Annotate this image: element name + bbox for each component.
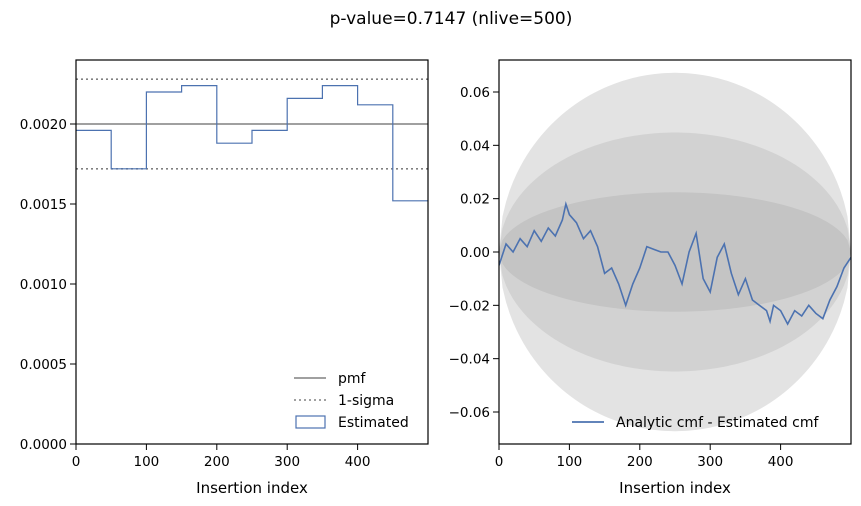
- right-x-tick-label: 300: [697, 454, 723, 470]
- left-y-tick-label: 0.0015: [20, 197, 67, 213]
- sigma-band-1: [499, 192, 851, 312]
- right-y-tick-label: 0.06: [460, 85, 490, 101]
- legend-sigma-label: 1-sigma: [338, 393, 394, 409]
- right-y-tick-label: −0.06: [449, 405, 490, 421]
- left-x-tick-label: 0: [72, 454, 81, 470]
- left-y-tick-label: 0.0020: [20, 117, 67, 133]
- legend-cmf-diff-label: Analytic cmf - Estimated cmf: [616, 415, 819, 431]
- confidence-bands: [499, 72, 851, 432]
- right-x-axis-label: Insertion index: [619, 479, 731, 497]
- left-axes-frame: [75, 59, 429, 445]
- right-x-tick-label: 0: [495, 454, 504, 470]
- right-y-tick-label: −0.02: [449, 298, 490, 314]
- legend-pmf-label: pmf: [338, 371, 367, 387]
- right-y-tick-label: 0.00: [460, 245, 490, 261]
- left-y-tick-label: 0.0005: [20, 357, 67, 373]
- right-x-tick-label: 200: [627, 454, 653, 470]
- left-x-tick-label: 400: [345, 454, 371, 470]
- estimated-histogram-step: [76, 85, 428, 202]
- left-legend: pmf 1-sigma Estimated: [294, 371, 409, 431]
- left-x-tick-label: 200: [204, 454, 230, 470]
- right-x-tick-label: 400: [768, 454, 794, 470]
- left-x-tick-label: 300: [274, 454, 300, 470]
- legend-estimated-label: Estimated: [338, 415, 409, 431]
- left-x-axis-label: Insertion index: [196, 479, 308, 497]
- left-chart-panel: 0 100 200 300 400 0.0000 0.0005 0.0010 0.0015 0.0…: [20, 59, 429, 470]
- right-chart-panel: 0 100 200 300 400 −0.06 −0.04 −0.02 0.00 0.02 0.04…: [449, 59, 852, 470]
- left-y-tick-label: 0.0010: [20, 277, 67, 293]
- right-y-tick-label: 0.04: [460, 138, 490, 154]
- legend-estimated-swatch: [295, 415, 326, 429]
- figure-title: p-value=0.7147 (nlive=500): [330, 9, 573, 29]
- right-legend: Analytic cmf - Estimated cmf: [572, 415, 819, 431]
- right-axes-frame: [498, 59, 852, 445]
- right-x-tick-label: 100: [557, 454, 583, 470]
- left-y-tick-label: 0.0000: [20, 437, 67, 453]
- right-y-tick-label: −0.04: [449, 352, 490, 368]
- left-x-tick-label: 100: [134, 454, 160, 470]
- cmf-difference-line: [499, 200, 851, 326]
- right-y-tick-label: 0.02: [460, 192, 490, 208]
